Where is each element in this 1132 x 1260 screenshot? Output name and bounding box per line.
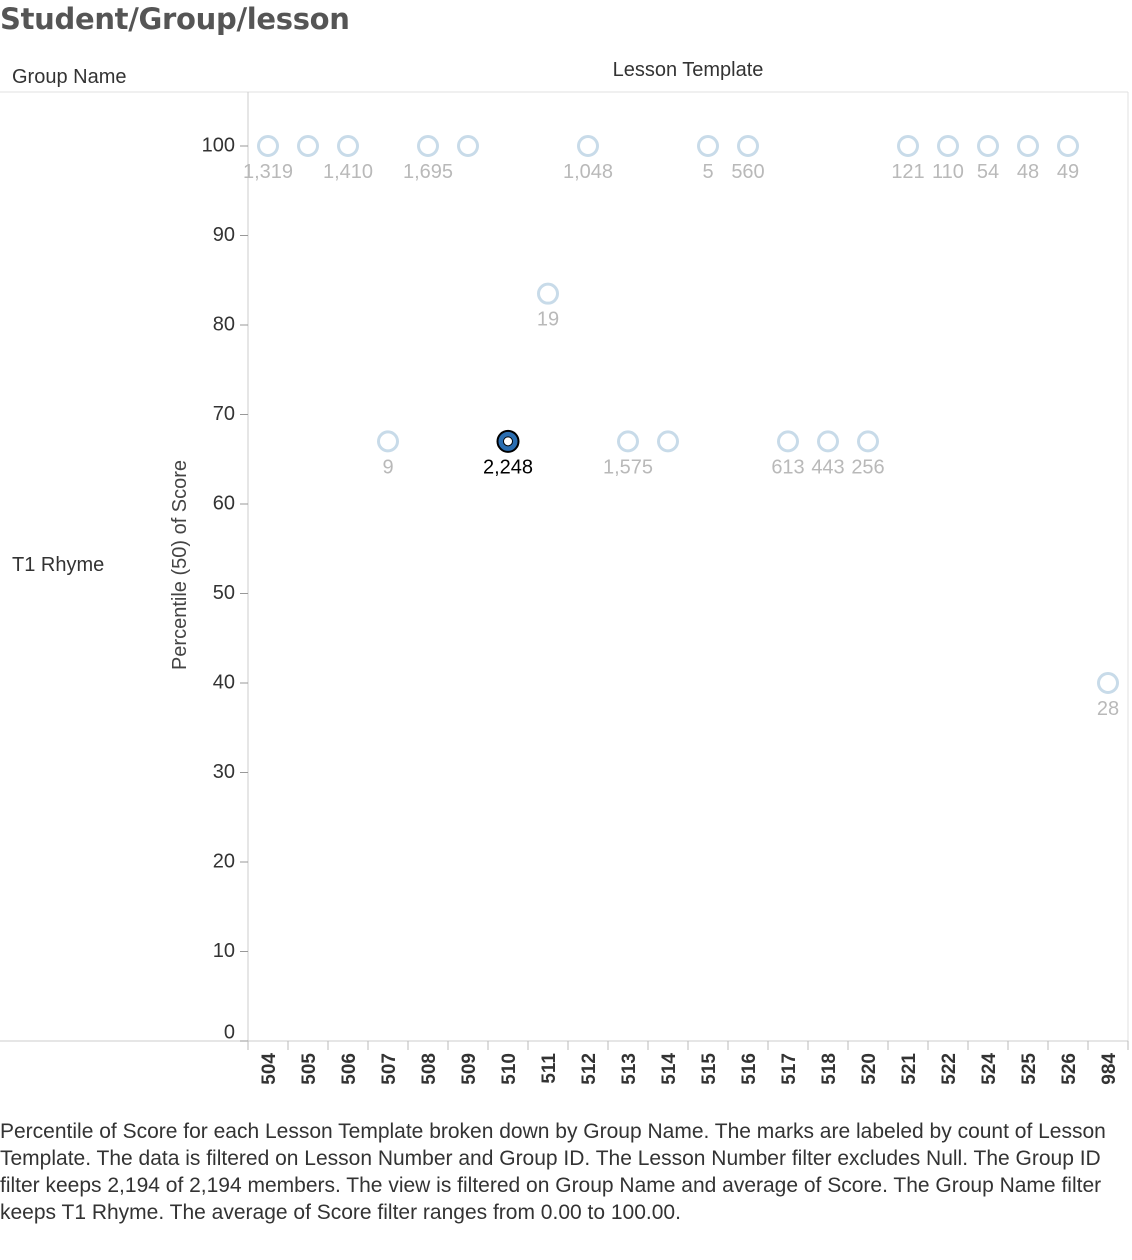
data-point[interactable] bbox=[1097, 672, 1119, 694]
data-label: 1,048 bbox=[563, 161, 613, 183]
data-point[interactable] bbox=[617, 430, 639, 453]
x-tick-label: 518 bbox=[819, 1053, 840, 1085]
x-tick-label: 520 bbox=[859, 1053, 880, 1085]
lesson-template-header[interactable]: Lesson Template bbox=[612, 59, 764, 81]
data-label: 110 bbox=[932, 161, 964, 183]
caption: Percentile of Score for each Lesson Temp… bbox=[0, 1120, 1106, 1224]
data-label: 49 bbox=[1057, 161, 1079, 183]
data-point[interactable] bbox=[697, 135, 719, 157]
data-label: 121 bbox=[891, 161, 924, 183]
x-tick-label: 525 bbox=[1019, 1053, 1040, 1085]
data-point[interactable] bbox=[257, 135, 279, 157]
marks: 1,319 1,410 9 1,695 2,248 19 1,048 1,575 5 560 613… bbox=[243, 135, 1119, 720]
y-tick-label: 100 bbox=[202, 134, 235, 156]
data-point[interactable] bbox=[417, 135, 439, 157]
x-tick-label: 526 bbox=[1059, 1053, 1080, 1085]
data-label: 5 bbox=[702, 161, 713, 183]
y-axis: 0 10 20 30 40 50 60 70 80 90 100 bbox=[202, 134, 248, 1043]
data-point-selected-center bbox=[503, 436, 513, 447]
x-tick-label: 521 bbox=[899, 1053, 920, 1085]
x-tick-label: 510 bbox=[499, 1053, 520, 1085]
data-point[interactable] bbox=[1057, 135, 1079, 157]
y-tick-label: 60 bbox=[213, 492, 235, 514]
y-tick-label: 90 bbox=[213, 224, 235, 246]
data-label: 2,248 bbox=[483, 456, 533, 478]
x-tick-label: 524 bbox=[979, 1053, 1000, 1085]
data-point[interactable] bbox=[817, 430, 839, 453]
y-tick-label: 40 bbox=[213, 671, 235, 693]
data-point[interactable] bbox=[657, 430, 679, 453]
data-point[interactable] bbox=[337, 135, 359, 157]
data-label: 1,410 bbox=[323, 161, 373, 183]
x-tick-label: 508 bbox=[419, 1053, 440, 1085]
data-label: 9 bbox=[382, 456, 393, 478]
x-tick-label: 984 bbox=[1099, 1053, 1120, 1085]
x-tick-label: 512 bbox=[579, 1053, 600, 1085]
x-tick-label: 505 bbox=[299, 1053, 320, 1085]
data-label: 560 bbox=[731, 161, 764, 183]
data-label: 1,319 bbox=[243, 161, 293, 183]
y-tick-label: 80 bbox=[213, 313, 235, 335]
row-label-group[interactable]: T1 Rhyme bbox=[12, 554, 105, 576]
page-title: Student/Group/lesson bbox=[0, 2, 350, 36]
data-label: 443 bbox=[811, 456, 844, 478]
x-tick-label: 522 bbox=[939, 1053, 960, 1085]
data-label: 1,695 bbox=[403, 161, 453, 183]
x-tick-label: 506 bbox=[339, 1053, 360, 1085]
data-point[interactable] bbox=[897, 135, 919, 157]
y-tick-label: 30 bbox=[213, 761, 235, 783]
data-point[interactable] bbox=[977, 135, 999, 157]
data-point[interactable] bbox=[297, 135, 319, 157]
x-tick-label: 517 bbox=[779, 1053, 800, 1085]
group-name-header[interactable]: Group Name bbox=[12, 66, 127, 88]
x-tick-label: 513 bbox=[619, 1053, 640, 1085]
y-axis-title: Percentile (50) of Score bbox=[169, 460, 191, 670]
x-tick-label: 507 bbox=[379, 1053, 400, 1085]
data-point[interactable] bbox=[857, 430, 879, 453]
data-point[interactable] bbox=[1017, 135, 1039, 157]
data-label: 19 bbox=[537, 309, 559, 331]
data-label: 1,575 bbox=[603, 456, 653, 478]
data-label: 54 bbox=[977, 161, 999, 183]
y-tick-label: 0 bbox=[224, 1021, 235, 1043]
data-point[interactable] bbox=[537, 282, 559, 305]
data-point[interactable] bbox=[457, 135, 479, 157]
y-tick-label: 70 bbox=[213, 403, 235, 425]
data-label: 613 bbox=[771, 456, 804, 478]
x-axis: 504 505 506 507 508 509 510 511 512 513 514 515 516 5… bbox=[247, 1041, 1129, 1085]
data-label: 48 bbox=[1017, 161, 1039, 183]
chart-frame bbox=[0, 91, 1129, 1042]
x-tick-label: 514 bbox=[659, 1053, 680, 1085]
x-tick-label: 509 bbox=[459, 1053, 480, 1085]
y-tick-label: 50 bbox=[213, 582, 235, 604]
data-point[interactable] bbox=[937, 135, 959, 157]
x-tick-label: 516 bbox=[739, 1053, 760, 1085]
x-tick-label: 504 bbox=[259, 1053, 280, 1085]
data-label: 28 bbox=[1097, 698, 1119, 720]
y-tick-label: 20 bbox=[213, 850, 235, 872]
data-point[interactable] bbox=[777, 430, 799, 453]
x-tick-label: 511 bbox=[539, 1053, 560, 1084]
data-label: 256 bbox=[851, 456, 884, 478]
data-point[interactable] bbox=[377, 430, 399, 453]
y-tick-label: 10 bbox=[213, 940, 235, 962]
data-point[interactable] bbox=[577, 135, 599, 157]
data-point[interactable] bbox=[737, 135, 759, 157]
x-tick-label: 515 bbox=[699, 1053, 720, 1085]
